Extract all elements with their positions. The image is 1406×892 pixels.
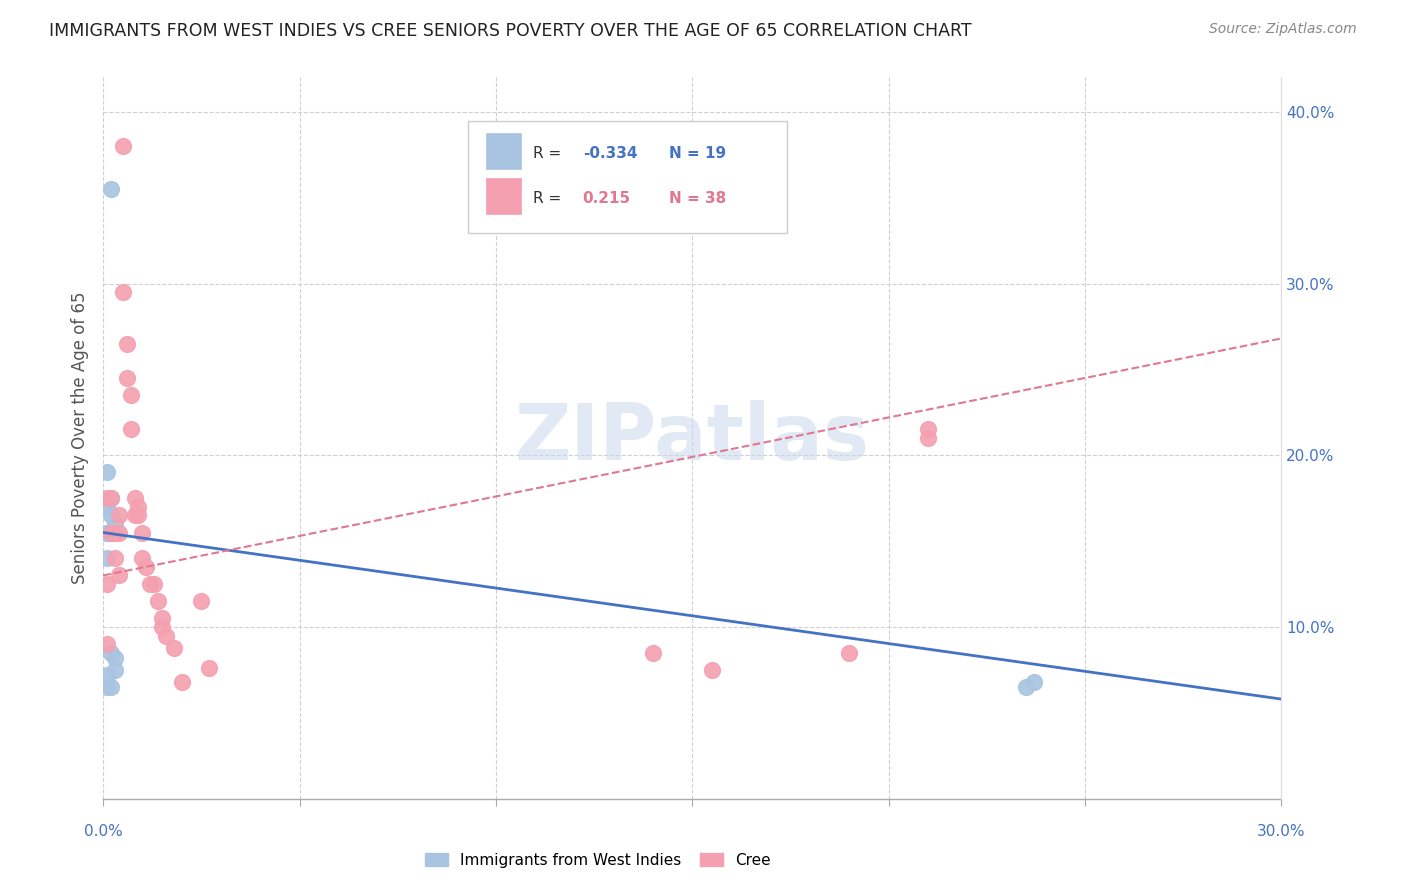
Point xyxy=(127,500,149,514)
Point xyxy=(100,646,122,660)
Text: 0.0%: 0.0% xyxy=(84,823,122,838)
Text: N = 19: N = 19 xyxy=(669,145,725,161)
Point xyxy=(150,611,173,625)
Point xyxy=(155,629,177,643)
Point xyxy=(104,525,127,540)
Point xyxy=(96,525,118,540)
Point xyxy=(104,663,127,677)
Point xyxy=(108,508,131,523)
Text: ZIPatlas: ZIPatlas xyxy=(515,401,870,476)
Point xyxy=(100,525,122,540)
Point xyxy=(96,491,118,505)
Point xyxy=(143,577,166,591)
Text: 0.215: 0.215 xyxy=(582,191,631,206)
Point xyxy=(104,551,127,566)
Text: IMMIGRANTS FROM WEST INDIES VS CREE SENIORS POVERTY OVER THE AGE OF 65 CORRELATI: IMMIGRANTS FROM WEST INDIES VS CREE SENI… xyxy=(49,22,972,40)
Point xyxy=(96,551,118,566)
Point xyxy=(163,640,186,655)
Point xyxy=(139,577,162,591)
Point xyxy=(917,422,939,436)
Point xyxy=(100,525,122,540)
Point xyxy=(108,525,131,540)
Point xyxy=(96,466,118,480)
Point xyxy=(96,525,118,540)
Text: 30.0%: 30.0% xyxy=(1257,823,1306,838)
Point xyxy=(120,422,142,436)
Point xyxy=(111,285,134,299)
Point xyxy=(104,525,127,540)
Point xyxy=(198,661,221,675)
Point xyxy=(104,516,127,531)
Point xyxy=(96,637,118,651)
Point xyxy=(135,559,157,574)
Text: -0.334: -0.334 xyxy=(582,145,637,161)
Point xyxy=(170,674,193,689)
Point xyxy=(1015,680,1038,694)
Point xyxy=(838,646,860,660)
Point xyxy=(124,491,146,505)
Point xyxy=(100,508,122,523)
Point xyxy=(100,491,122,505)
Point xyxy=(115,336,138,351)
Point xyxy=(96,668,118,682)
Point xyxy=(96,500,118,514)
Point xyxy=(108,568,131,582)
FancyBboxPatch shape xyxy=(468,120,786,233)
Point xyxy=(100,680,122,694)
Point xyxy=(100,182,122,196)
FancyBboxPatch shape xyxy=(486,133,522,169)
Point xyxy=(1022,674,1045,689)
FancyBboxPatch shape xyxy=(486,178,522,214)
Point xyxy=(120,388,142,402)
Text: R =: R = xyxy=(533,191,571,206)
Point xyxy=(146,594,169,608)
Legend: Immigrants from West Indies, Cree: Immigrants from West Indies, Cree xyxy=(419,847,778,874)
Point xyxy=(96,577,118,591)
Point xyxy=(150,620,173,634)
Point xyxy=(700,663,723,677)
Point xyxy=(111,139,134,153)
Text: R =: R = xyxy=(533,145,567,161)
Point xyxy=(131,551,153,566)
Text: Source: ZipAtlas.com: Source: ZipAtlas.com xyxy=(1209,22,1357,37)
Y-axis label: Seniors Poverty Over the Age of 65: Seniors Poverty Over the Age of 65 xyxy=(72,292,89,584)
Point xyxy=(115,371,138,385)
Point xyxy=(104,651,127,665)
Point xyxy=(190,594,212,608)
Point xyxy=(124,508,146,523)
Text: N = 38: N = 38 xyxy=(669,191,725,206)
Point xyxy=(641,646,664,660)
Point xyxy=(96,680,118,694)
Point xyxy=(100,491,122,505)
Point xyxy=(917,431,939,445)
Point xyxy=(127,508,149,523)
Point xyxy=(131,525,153,540)
